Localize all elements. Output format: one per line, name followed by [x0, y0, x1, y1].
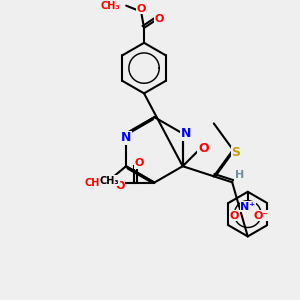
Text: N⁺: N⁺ [240, 202, 255, 212]
Text: CH₃: CH₃ [100, 1, 120, 11]
Text: O⁻: O⁻ [254, 211, 269, 220]
Text: S: S [232, 146, 241, 159]
Text: N: N [121, 131, 131, 145]
Text: O: O [136, 4, 146, 14]
Text: O: O [116, 181, 125, 190]
Text: CH₃: CH₃ [100, 176, 119, 186]
Text: O: O [198, 142, 209, 155]
Text: O: O [135, 158, 144, 168]
Text: O: O [230, 211, 239, 220]
Text: O: O [154, 14, 164, 24]
Text: H: H [235, 170, 244, 180]
Text: CH₃: CH₃ [84, 178, 104, 188]
Text: N: N [181, 127, 191, 140]
